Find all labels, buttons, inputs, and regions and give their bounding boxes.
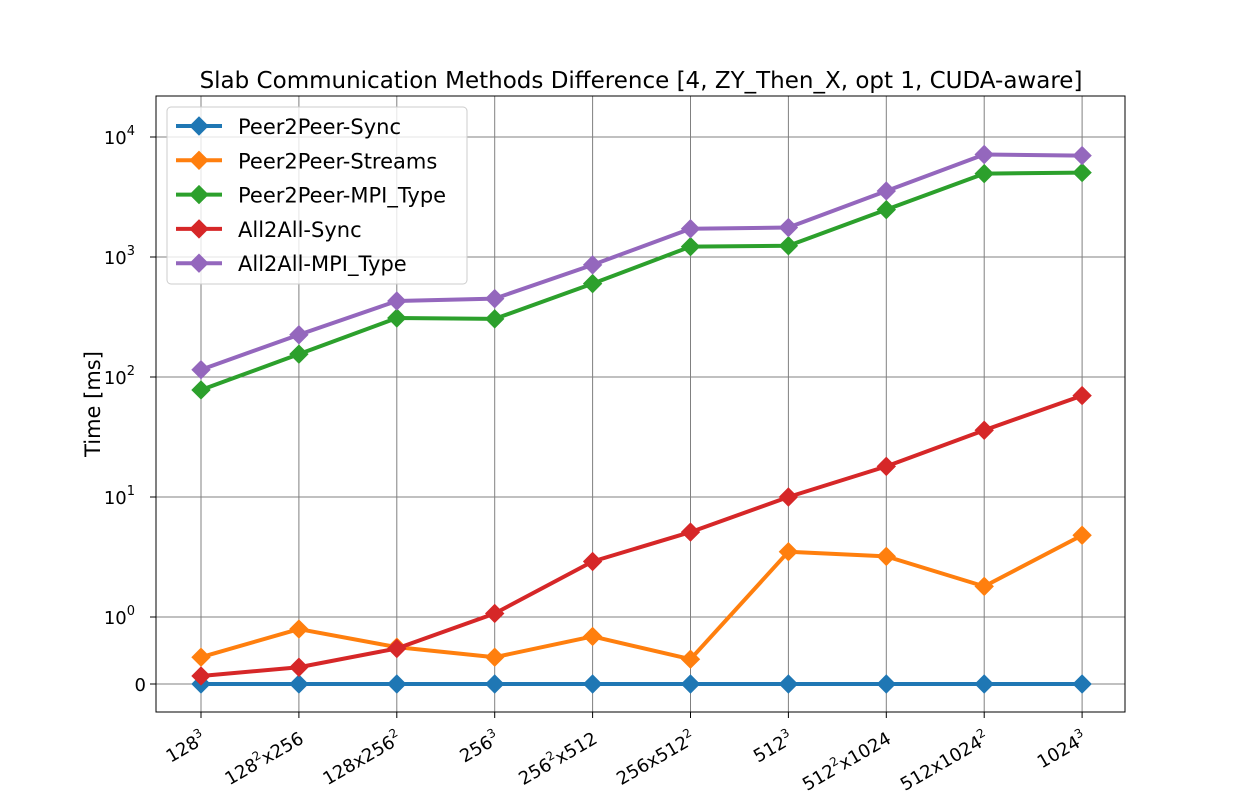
data-point (778, 542, 799, 562)
data-point (289, 657, 309, 677)
chart-title: Slab Communication Methods Difference [4… (200, 68, 1083, 94)
data-point (974, 674, 994, 694)
legend-label: Peer2Peer-Streams (238, 149, 437, 173)
legend-label: All2All-MPI_Type (238, 252, 407, 277)
data-point (680, 219, 701, 239)
y-tick-label: 101 (104, 484, 135, 509)
data-point (680, 649, 701, 669)
data-point (1072, 162, 1092, 183)
data-point (680, 674, 701, 694)
legend-item: Peer2Peer-Streams (176, 149, 437, 173)
data-point (778, 217, 799, 238)
series-line (200, 170, 1083, 392)
data-point (1072, 385, 1092, 406)
data-point (582, 255, 603, 275)
data-point (974, 420, 994, 440)
data-point (484, 603, 505, 624)
legend: Peer2Peer-Sync Peer2Peer-Streams Peer2Peer… (166, 106, 468, 285)
y-tick-label: 104 (104, 124, 135, 149)
data-point (484, 288, 505, 309)
data-point (582, 626, 603, 647)
series-line (200, 393, 1083, 678)
data-point (289, 674, 309, 694)
data-point (876, 181, 897, 201)
data-point (974, 576, 994, 597)
legend-marker (189, 116, 209, 136)
data-point (191, 647, 211, 667)
legend-label: All2All-Sync (238, 218, 362, 242)
y-tick-label: 103 (104, 244, 135, 269)
data-point (289, 619, 309, 639)
data-point (1072, 674, 1092, 694)
data-point (680, 522, 701, 542)
series-line (200, 533, 1084, 662)
data-point (582, 273, 603, 294)
data-point (191, 380, 211, 400)
data-point (289, 344, 309, 364)
data-point (582, 551, 603, 572)
y-tick-label: 0 (135, 675, 146, 696)
series-peer2peer-mpi-type (191, 162, 1092, 400)
data-point (974, 144, 994, 165)
data-point (484, 647, 505, 667)
legend-item: All2All-Sync (176, 218, 362, 242)
legend-marker (189, 253, 209, 273)
series-peer2peer-sync (191, 674, 1092, 694)
series-all2all-mpi-type (191, 144, 1092, 380)
data-point (387, 308, 407, 328)
legend-item: Peer2Peer-Sync (176, 115, 401, 139)
data-point (778, 487, 799, 507)
data-point (778, 674, 799, 694)
legend-item: All2All-MPI_Type (176, 252, 407, 277)
y-tick-label: 100 (104, 604, 135, 629)
legend-marker (189, 150, 209, 171)
data-point (876, 199, 897, 220)
data-point (387, 674, 407, 694)
legend-item: Peer2Peer-MPI_Type (176, 184, 446, 209)
data-point (289, 325, 309, 345)
data-point (582, 674, 603, 694)
data-point (191, 360, 211, 380)
data-point (387, 291, 407, 311)
series-layer (191, 144, 1092, 694)
legend-label: Peer2Peer-MPI_Type (238, 184, 446, 209)
data-point (680, 236, 701, 257)
data-point (1072, 525, 1092, 545)
data-point (387, 638, 407, 659)
y-axis-title: Time [ms] (81, 351, 105, 458)
data-point (778, 236, 799, 256)
data-point (974, 163, 994, 184)
data-point (876, 674, 897, 694)
data-point (191, 666, 211, 686)
data-point (1072, 145, 1092, 166)
series-line (200, 152, 1083, 372)
data-point (484, 674, 505, 694)
data-point (876, 456, 897, 477)
plot-frame (155, 95, 1126, 713)
legend-label: Peer2Peer-Sync (238, 115, 401, 139)
y-tick-label: 102 (104, 364, 135, 389)
legend-box (166, 106, 468, 285)
data-point (876, 546, 897, 567)
legend-marker (189, 219, 209, 239)
data-point (484, 309, 505, 329)
legend-marker (189, 184, 209, 205)
series-peer2peer-streams (191, 525, 1092, 669)
series-all2all-sync (191, 385, 1092, 686)
